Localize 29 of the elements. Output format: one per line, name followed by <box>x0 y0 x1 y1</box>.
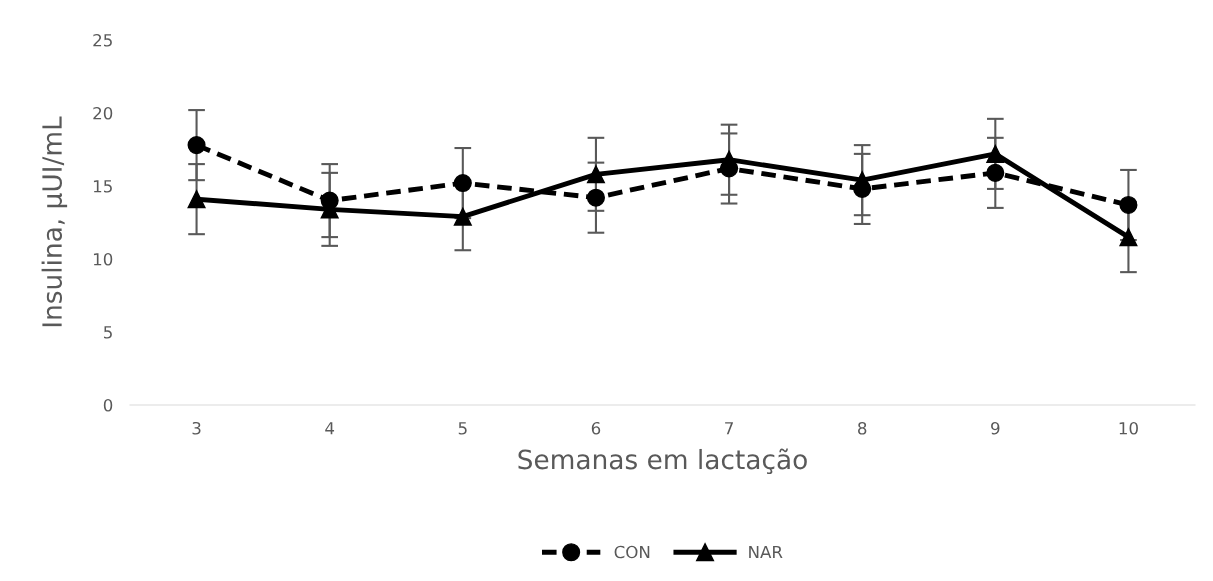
legend-label: CON <box>614 545 650 559</box>
point <box>586 165 605 184</box>
point <box>586 188 605 207</box>
y-tick-label: 10 <box>93 252 113 266</box>
x-tick-label: 7 <box>725 422 733 435</box>
x-axis-title: Semanas em lactação <box>518 448 807 475</box>
x-tick-label: 10 <box>1119 421 1138 435</box>
point <box>986 144 1005 163</box>
x-tick-label: 9 <box>991 421 1000 435</box>
y-tick-label: 25 <box>93 33 112 47</box>
x-tick-label: 6 <box>591 421 601 435</box>
y-axis-title: Insulina, µUI/mL <box>41 116 68 327</box>
y-tick-label: 5 <box>104 326 112 339</box>
point <box>1119 195 1138 215</box>
x-tick-label: 3 <box>192 421 201 435</box>
x-tick-label: 8 <box>858 421 867 435</box>
point <box>986 163 1005 182</box>
point <box>453 174 472 193</box>
legend-label: NAR <box>749 545 783 559</box>
x-tick-label: 4 <box>325 422 335 435</box>
point <box>453 207 472 226</box>
point <box>187 190 206 209</box>
y-tick-label: 0 <box>103 398 113 412</box>
y-tick-label: 15 <box>93 180 112 193</box>
point <box>187 136 206 155</box>
y-tick-label: 20 <box>93 106 113 120</box>
x-tick-label: 5 <box>458 422 467 435</box>
point <box>320 191 339 210</box>
point <box>1119 228 1138 247</box>
